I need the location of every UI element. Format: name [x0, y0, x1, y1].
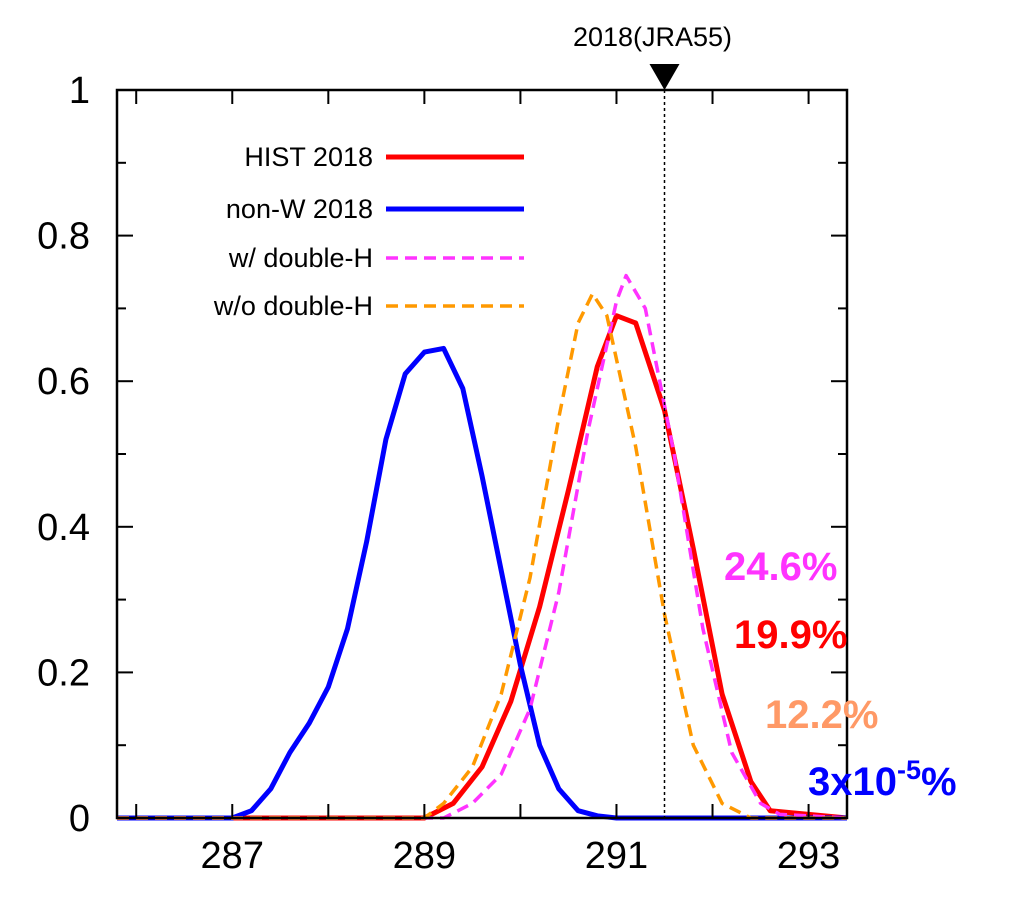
reference-triangle-marker [649, 64, 680, 90]
annotation-non-w-suffix: % [921, 760, 957, 804]
legend-label: w/ double-H [228, 243, 373, 273]
x-tick-label: 287 [201, 835, 264, 877]
y-tick-label: 0.8 [37, 216, 90, 258]
legend: HIST 2018 non-W 2018 w/ double-H w/o double… [213, 142, 524, 321]
reference-line-label: 2018(JRA55) [573, 22, 732, 52]
x-tick-label: 289 [393, 835, 456, 877]
y-tick-label: 1 [69, 70, 90, 112]
legend-label: HIST 2018 [244, 142, 373, 172]
annotation-wo-double-h-percent: 12.2% [765, 693, 878, 737]
ticks-layer: 287 289 291 293 0 0.2 0.4 0.6 0.8 1 [37, 70, 847, 877]
reference-layer: 2018(JRA55) [573, 22, 732, 818]
x-tick-label: 291 [585, 835, 648, 877]
y-tick-label: 0.6 [37, 361, 90, 403]
series-line-w-double-h [117, 273, 848, 820]
series-layer [117, 273, 848, 821]
series-line-non-w-2018 [117, 345, 847, 821]
annotations: 24.6% 19.9% 12.2% 3x10-5% [724, 545, 957, 804]
annotation-w-double-h-percent: 24.6% [724, 545, 837, 589]
y-tick-label: 0.2 [37, 652, 90, 694]
annotation-hist-percent: 19.9% [734, 613, 847, 657]
y-tick-label: 0.4 [37, 507, 90, 549]
annotation-non-w-exponent: -5 [897, 755, 921, 785]
legend-label: non-W 2018 [226, 194, 373, 224]
annotation-non-w-base: 3x10 [808, 760, 897, 804]
y-tick-label: 0 [69, 798, 90, 840]
x-tick-label: 293 [777, 835, 840, 877]
annotation-non-w-percent: 3x10-5% [808, 755, 957, 804]
legend-label: w/o double-H [213, 291, 373, 321]
